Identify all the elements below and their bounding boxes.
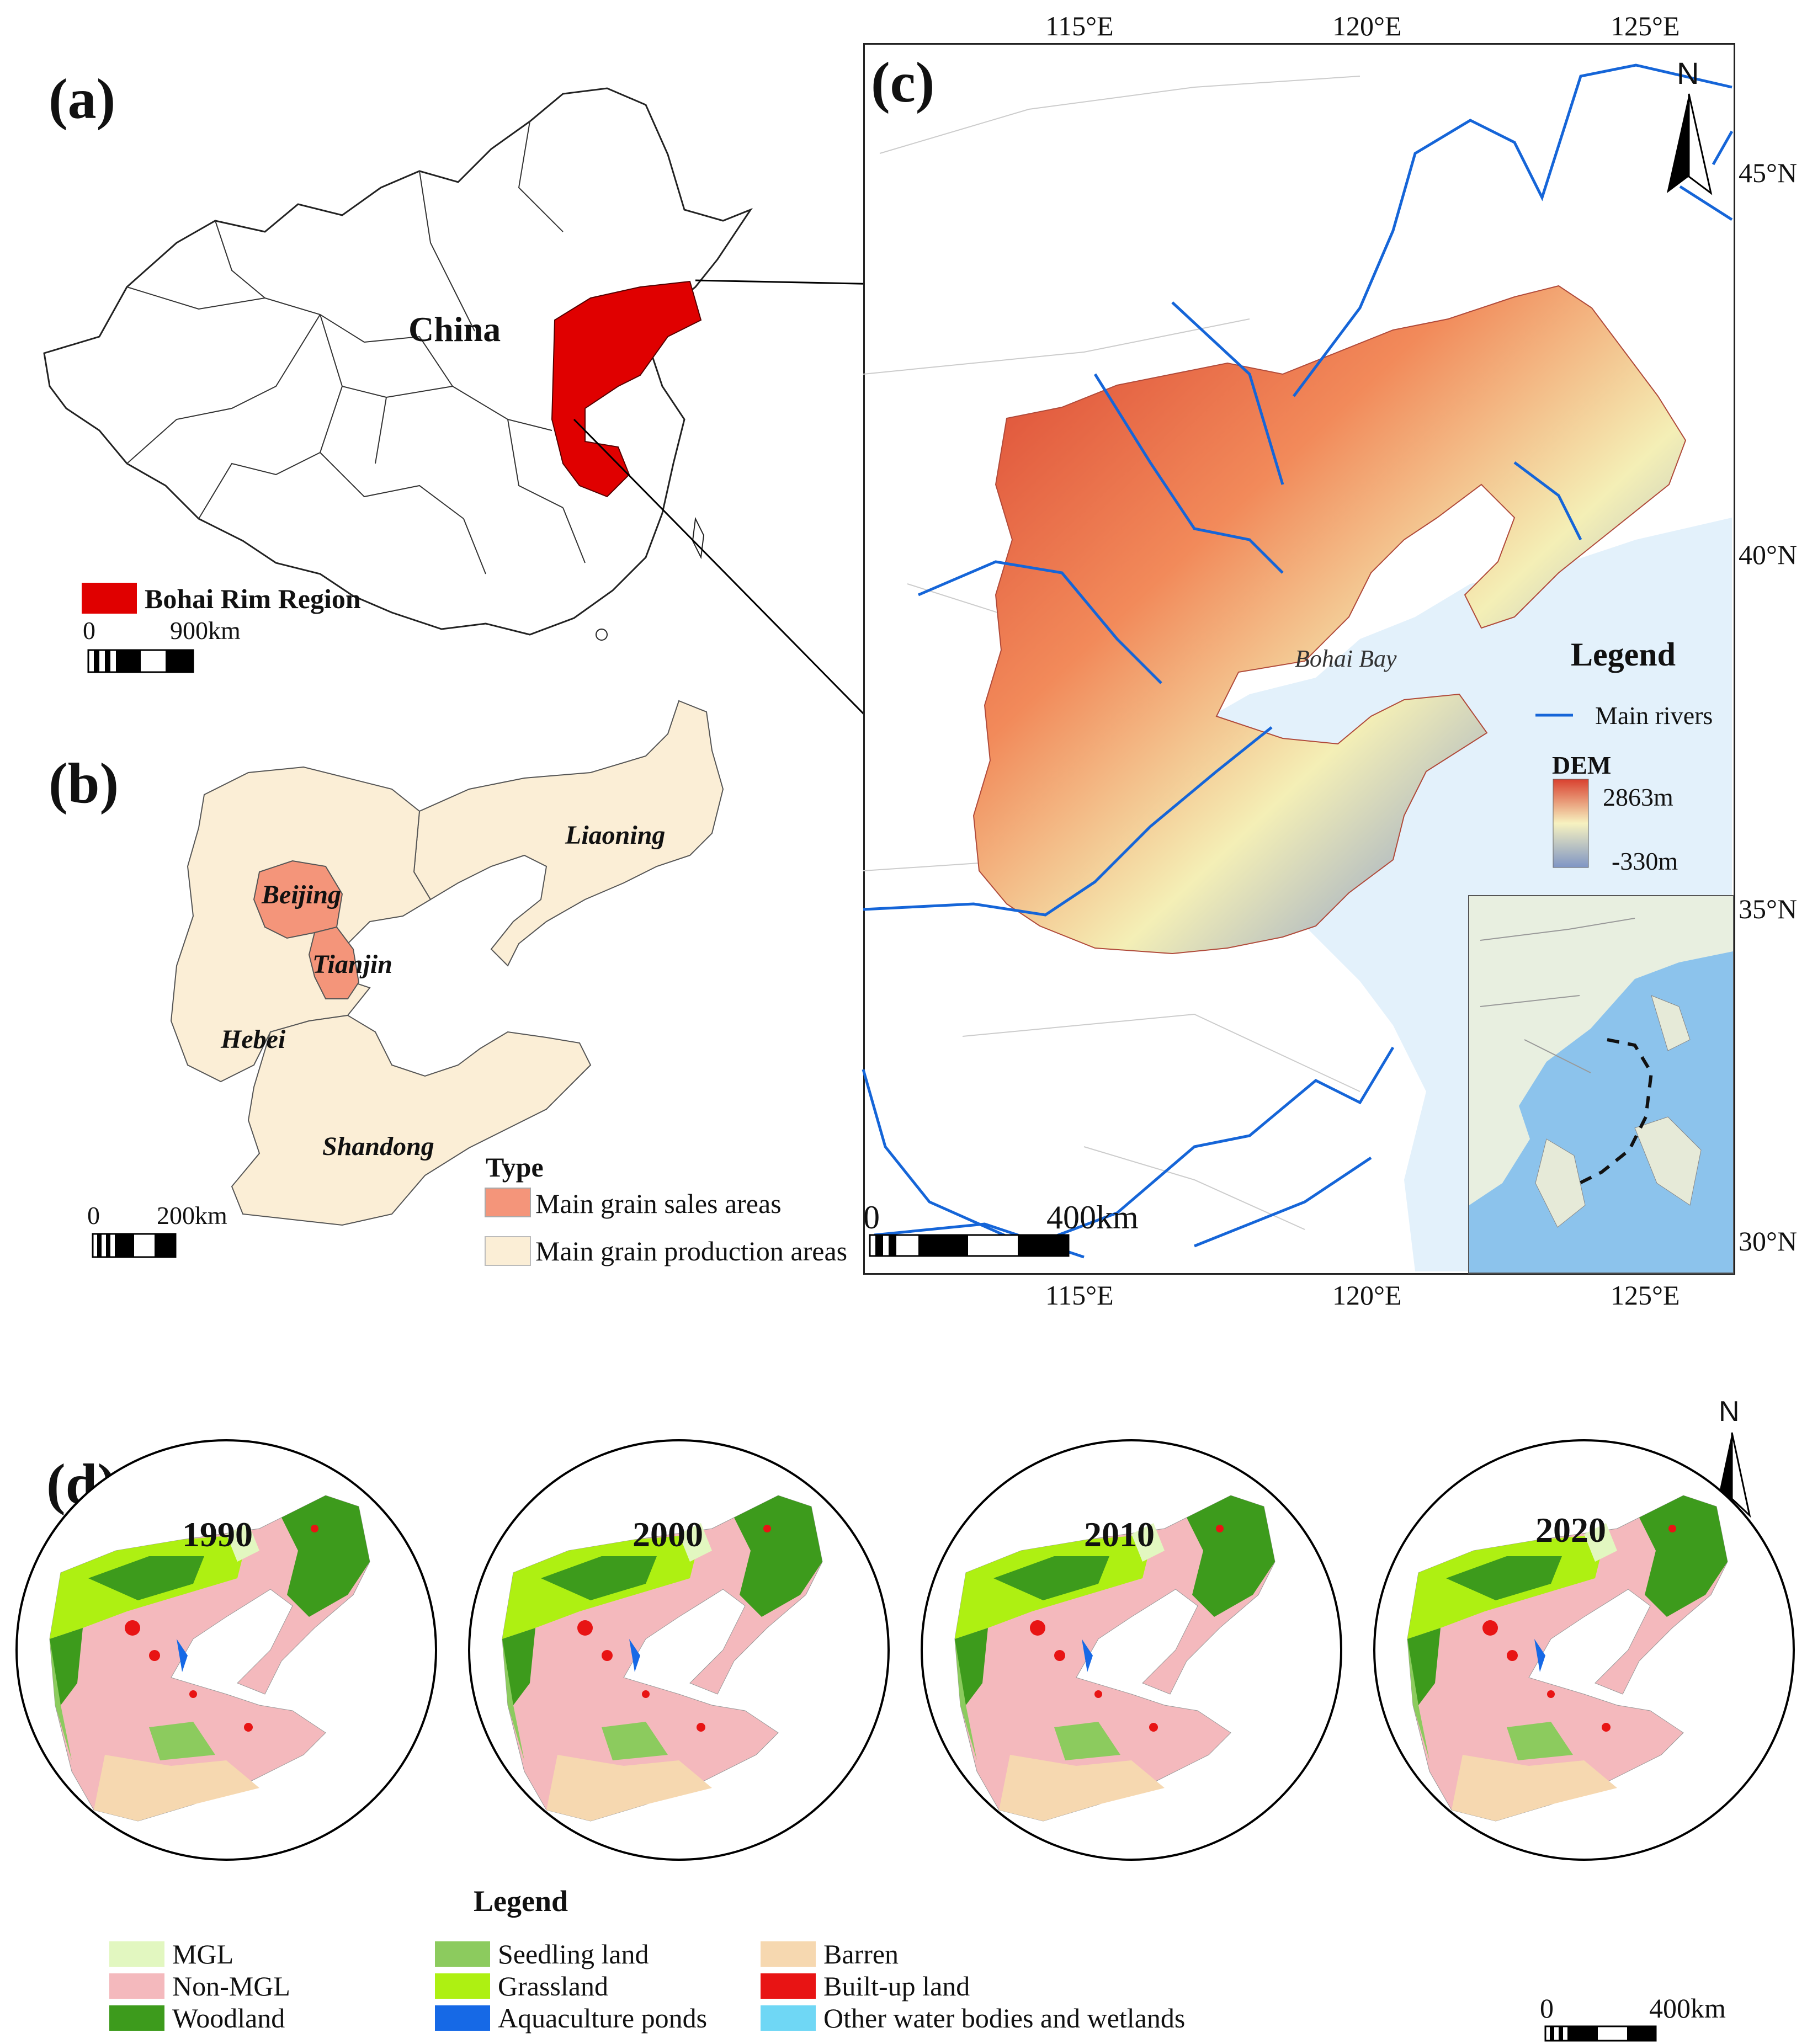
panel-b-scale-bar xyxy=(92,1233,177,1258)
dem-legend-ramp xyxy=(1553,779,1589,868)
aquaculture-swatch xyxy=(435,2005,490,2031)
mgl-swatch xyxy=(109,1941,164,1967)
dem-max-label: 2863m xyxy=(1603,783,1673,811)
south-china-sea-inset xyxy=(1468,895,1734,1274)
lat-40: 40°N xyxy=(1739,539,1798,570)
lon-top-115: 115°E xyxy=(1045,10,1114,41)
legend-barren: Barren xyxy=(761,1938,899,1970)
label-beijing: Beijing xyxy=(262,880,342,909)
dem-min-label: -330m xyxy=(1612,847,1678,875)
panel-a-scale-max: 900km xyxy=(170,616,241,645)
legend-woodland: Woodland xyxy=(109,2002,285,2034)
circle-2010 xyxy=(921,1439,1342,1861)
lon-top-120: 120°E xyxy=(1332,10,1402,41)
panel-a-scale-zero: 0 xyxy=(83,616,95,645)
sales-area-swatch xyxy=(485,1188,531,1217)
bohai-provinces-map xyxy=(170,700,724,1226)
landuse-circles xyxy=(15,1439,1795,1861)
main-rivers-label: Main rivers xyxy=(1595,701,1713,730)
label-tianjin: Tianjin xyxy=(312,950,392,979)
non-mgl-swatch xyxy=(109,1973,164,1999)
c-legend-title: Legend xyxy=(1571,636,1676,673)
north-label-d: N xyxy=(1719,1396,1740,1428)
d-scale-bar xyxy=(1544,2025,1657,2042)
d-scale-max: 400km xyxy=(1649,1993,1726,2024)
year-2010: 2010 xyxy=(1084,1515,1155,1554)
north-label-c: N xyxy=(1677,56,1699,91)
seedling-swatch xyxy=(435,1941,490,1967)
type-legend-title: Type xyxy=(486,1152,544,1183)
label-liaoning: Liaoning xyxy=(565,821,666,850)
circle-1990 xyxy=(15,1439,437,1861)
other-water-swatch xyxy=(761,2005,816,2031)
year-1990: 1990 xyxy=(182,1515,253,1554)
lon-bottom-120: 120°E xyxy=(1332,1280,1402,1311)
lon-bottom-125: 125°E xyxy=(1611,1280,1680,1311)
production-area-label: Main grain production areas xyxy=(535,1236,848,1266)
legend-aquaculture: Aquaculture ponds xyxy=(435,2002,707,2034)
shandong-shape xyxy=(231,1014,592,1226)
bohai-bay-label: Bohai Bay xyxy=(1295,645,1397,672)
lat-35: 35°N xyxy=(1739,893,1798,924)
lon-top-125: 125°E xyxy=(1611,10,1680,41)
panel-c-letter: (c) xyxy=(871,51,935,114)
lat-30: 30°N xyxy=(1739,1226,1798,1257)
lon-bottom-115: 115°E xyxy=(1045,1280,1114,1311)
legend-builtup: Built-up land xyxy=(761,1970,970,2002)
d-legend-title: Legend xyxy=(474,1885,568,1918)
legend-non-mgl: Non-MGL xyxy=(109,1970,290,2002)
d-scale-zero: 0 xyxy=(1540,1993,1554,2024)
china-label: China xyxy=(408,310,501,349)
panel-b-scale-zero: 0 xyxy=(87,1201,100,1229)
tianjin-shape xyxy=(308,926,360,999)
production-area-swatch xyxy=(485,1236,531,1266)
label-shandong: Shandong xyxy=(322,1132,434,1161)
panel-a-letter: (a) xyxy=(49,67,116,131)
dem-title: DEM xyxy=(1552,751,1612,779)
panel-b-letter: (b) xyxy=(49,752,119,815)
label-hebei: Hebei xyxy=(221,1025,286,1054)
c-scale-zero: 0 xyxy=(863,1199,880,1236)
bohai-rim-legend-label: Bohai Rim Region xyxy=(145,583,361,614)
grassland-swatch xyxy=(435,1973,490,1999)
legend-other-water: Other water bodies and wetlands xyxy=(761,2002,1185,2034)
lat-45: 45°N xyxy=(1739,157,1798,188)
year-2020: 2020 xyxy=(1535,1510,1606,1550)
circle-2020 xyxy=(1373,1439,1795,1861)
builtup-swatch xyxy=(761,1973,816,1999)
year-2000: 2000 xyxy=(633,1515,703,1554)
panel-a-scale-bar xyxy=(87,649,194,673)
north-arrow-icon xyxy=(1667,93,1713,195)
panel-b-scale-max: 200km xyxy=(157,1201,227,1229)
woodland-swatch xyxy=(109,2005,164,2031)
sales-area-label: Main grain sales areas xyxy=(535,1188,782,1219)
legend-seedling-land: Seedling land xyxy=(435,1938,649,1970)
legend-mgl: MGL xyxy=(109,1938,233,1970)
bohai-rim-legend-swatch xyxy=(82,583,137,614)
circle-2000 xyxy=(468,1439,890,1861)
c-scale-max: 400km xyxy=(1046,1199,1139,1236)
barren-swatch xyxy=(761,1941,816,1967)
legend-grassland: Grassland xyxy=(435,1970,608,2002)
